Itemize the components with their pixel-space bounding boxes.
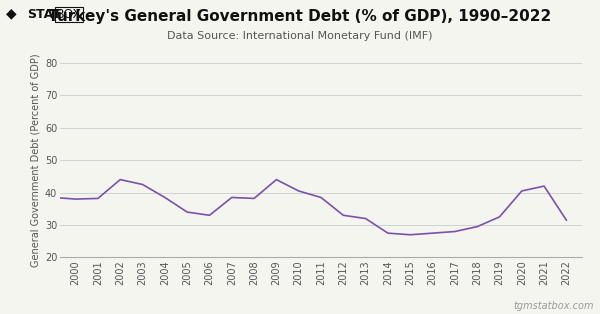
Text: Turkey's General Government Debt (% of GDP), 1990–2022: Turkey's General Government Debt (% of G… (49, 9, 551, 24)
Text: ◆: ◆ (6, 6, 17, 20)
Text: tgmstatbox.com: tgmstatbox.com (514, 301, 594, 311)
Text: BOX: BOX (56, 8, 82, 21)
Text: Data Source: International Monetary Fund (IMF): Data Source: International Monetary Fund… (167, 31, 433, 41)
Y-axis label: General Government Debt (Percent of GDP): General Government Debt (Percent of GDP) (31, 53, 41, 267)
Text: STAT: STAT (27, 8, 61, 21)
